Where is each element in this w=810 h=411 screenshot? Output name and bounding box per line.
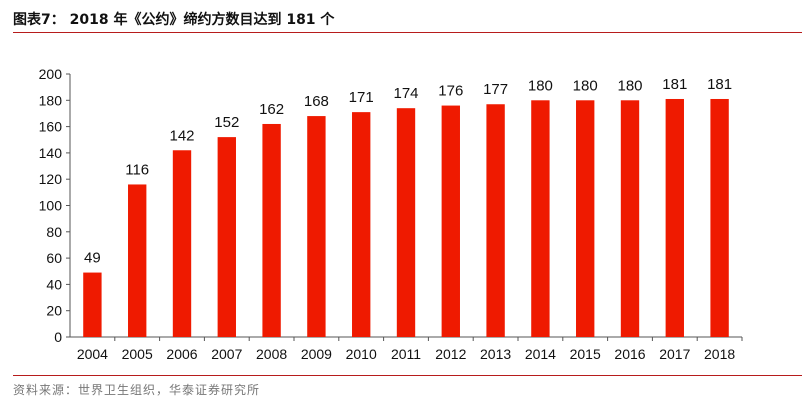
x-tick-label: 2015 (570, 346, 601, 362)
y-tick-label: 200 (39, 66, 63, 82)
x-tick-label: 2011 (391, 346, 421, 362)
x-tick-label: 2010 (346, 346, 377, 362)
data-label-2015: 180 (573, 77, 598, 94)
bar-2013 (486, 104, 505, 338)
data-label-2010: 171 (349, 89, 374, 106)
y-tick-label: 120 (39, 171, 63, 187)
y-tick-label: 180 (39, 92, 63, 108)
x-axis: 2004 2005 2006 2007 2008 2009 2010 2011 2012 2013… (70, 336, 743, 362)
bar-2016 (620, 100, 640, 337)
data-label-2016: 180 (617, 77, 642, 94)
bar-2012 (441, 105, 460, 337)
bar-2009 (307, 116, 326, 337)
bottom-divider (13, 375, 802, 376)
x-tick-label: 2005 (122, 346, 153, 362)
data-label-2009: 168 (304, 93, 329, 110)
x-tick-label: 2013 (480, 346, 511, 362)
x-tick-label: 2008 (256, 346, 287, 362)
x-tick-label: 2016 (614, 346, 645, 362)
x-tick-label: 2009 (301, 346, 332, 362)
y-tick-label: 100 (39, 198, 63, 214)
data-label-2005: 116 (125, 161, 149, 178)
x-tick-label: 2017 (659, 346, 690, 362)
x-tick-label: 2004 (77, 346, 108, 362)
bar-2010 (352, 112, 371, 337)
data-label-2014: 180 (528, 77, 553, 94)
data-label-2004: 49 (84, 250, 101, 267)
x-tick-label: 2007 (211, 346, 242, 362)
bar-2005 (128, 184, 147, 337)
data-label-2006: 142 (169, 127, 194, 144)
x-tick-label: 2012 (435, 346, 466, 362)
bar-2008 (262, 123, 281, 337)
bar-2011 (396, 108, 416, 337)
y-tick-label: 160 (39, 119, 63, 135)
bar-2017 (665, 98, 684, 337)
data-labels: 49 116 142 152 162 168 171 174 176 177 180 180 180 18… (84, 76, 732, 267)
y-tick-label: 140 (39, 145, 63, 161)
bar-2007 (217, 137, 236, 337)
y-axis: 0 20 40 60 80 100 120 140 160 180 200 (39, 66, 71, 345)
data-label-2011: 174 (393, 85, 418, 102)
bars (83, 98, 729, 338)
data-label-2013: 177 (483, 81, 508, 98)
data-label-2018: 181 (707, 76, 732, 93)
x-tick-label: 2014 (525, 346, 556, 362)
bar-2004 (83, 272, 102, 337)
y-tick-label: 20 (46, 303, 62, 319)
y-tick-label: 40 (46, 276, 62, 292)
bar-2014 (531, 100, 550, 337)
figure-title: 图表7： 2018 年《公约》缔约方数目达到 181 个 (13, 12, 335, 28)
y-tick-label: 0 (54, 329, 62, 345)
data-label-2017: 181 (662, 76, 687, 93)
x-tick-label: 2006 (166, 346, 197, 362)
bar-2006 (172, 150, 192, 337)
y-tick-label: 60 (46, 250, 62, 266)
y-tick-label: 80 (46, 224, 62, 240)
data-label-2007: 152 (214, 114, 239, 131)
bar-2015 (576, 100, 595, 337)
data-label-2008: 162 (259, 101, 284, 118)
source-note: 资料来源：世界卫生组织，华泰证券研究所 (13, 383, 261, 397)
x-tick-label: 2018 (704, 346, 735, 362)
top-divider (13, 32, 802, 33)
data-label-2012: 176 (438, 83, 463, 100)
bar-2018 (710, 98, 729, 337)
